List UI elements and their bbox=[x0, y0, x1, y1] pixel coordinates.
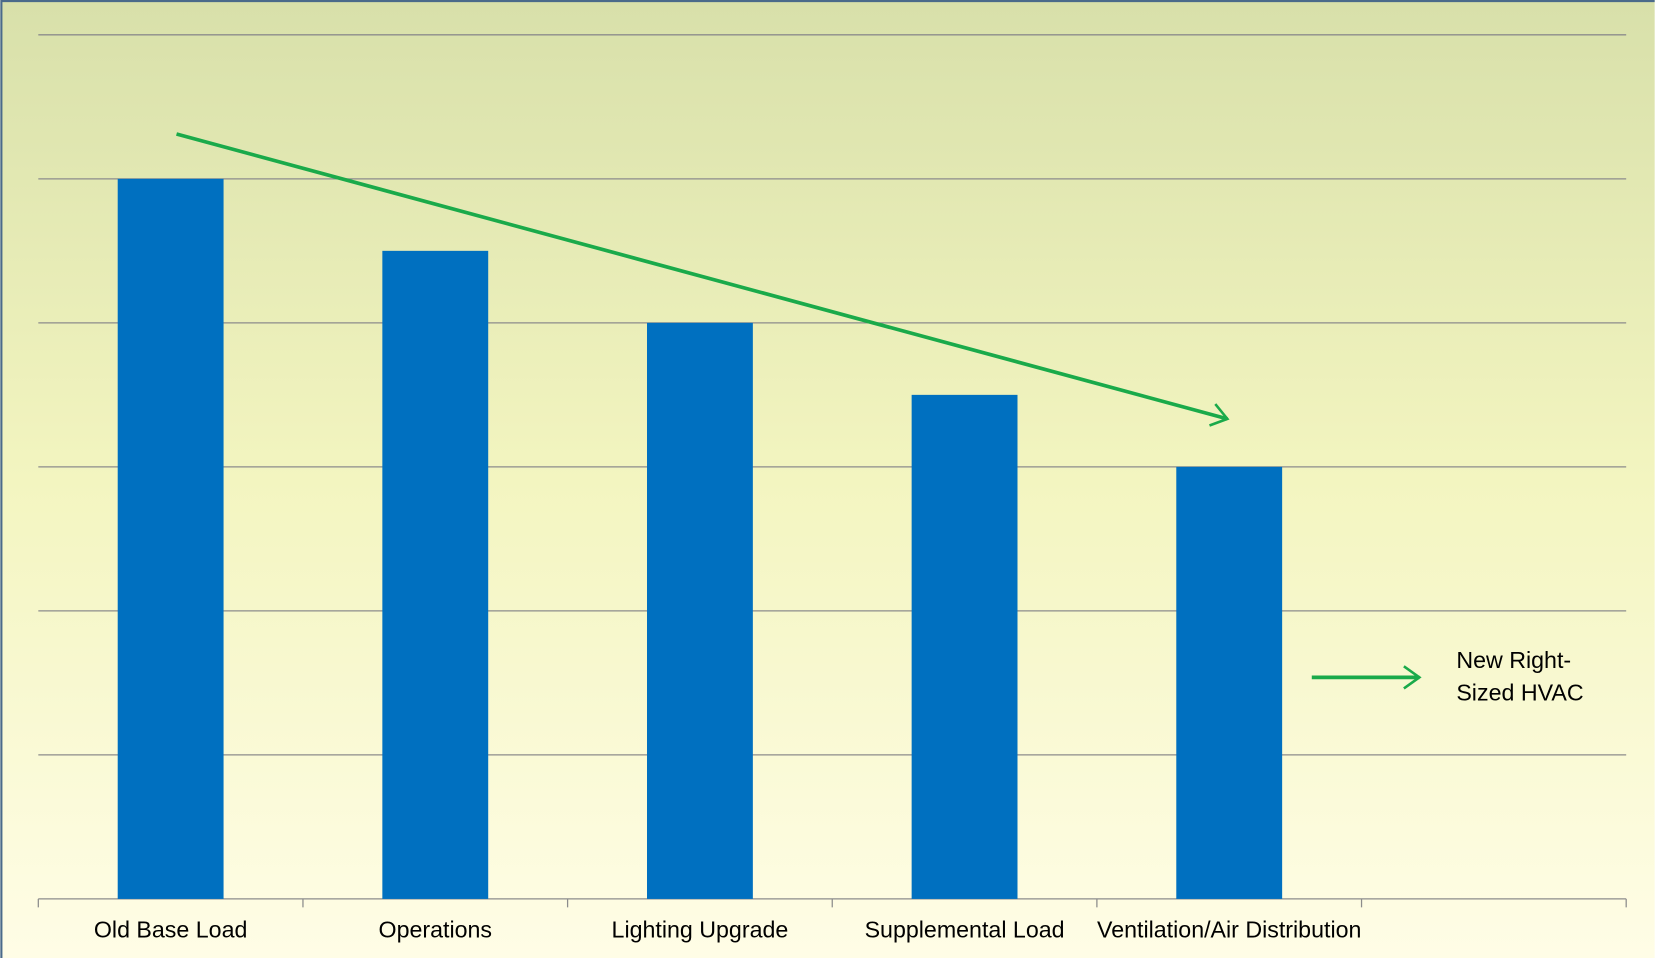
x-tick-label: Supplemental Load bbox=[865, 917, 1065, 943]
x-tick-label: Lighting Upgrade bbox=[612, 917, 789, 943]
x-tick-label: Ventilation/Air Distribution bbox=[1097, 917, 1361, 943]
bar bbox=[382, 250, 489, 899]
bar bbox=[911, 394, 1018, 899]
bar bbox=[117, 178, 224, 899]
bar bbox=[646, 322, 753, 899]
x-tick-label: Operations bbox=[379, 917, 493, 943]
bar bbox=[1176, 466, 1283, 899]
x-tick-label: Old Base Load bbox=[94, 917, 248, 943]
annotation: New Right-Sized HVAC bbox=[1456, 646, 1584, 706]
trend-arrow bbox=[176, 132, 1230, 427]
annotation-box: New Right-Sized HVAC bbox=[1456, 646, 1584, 706]
